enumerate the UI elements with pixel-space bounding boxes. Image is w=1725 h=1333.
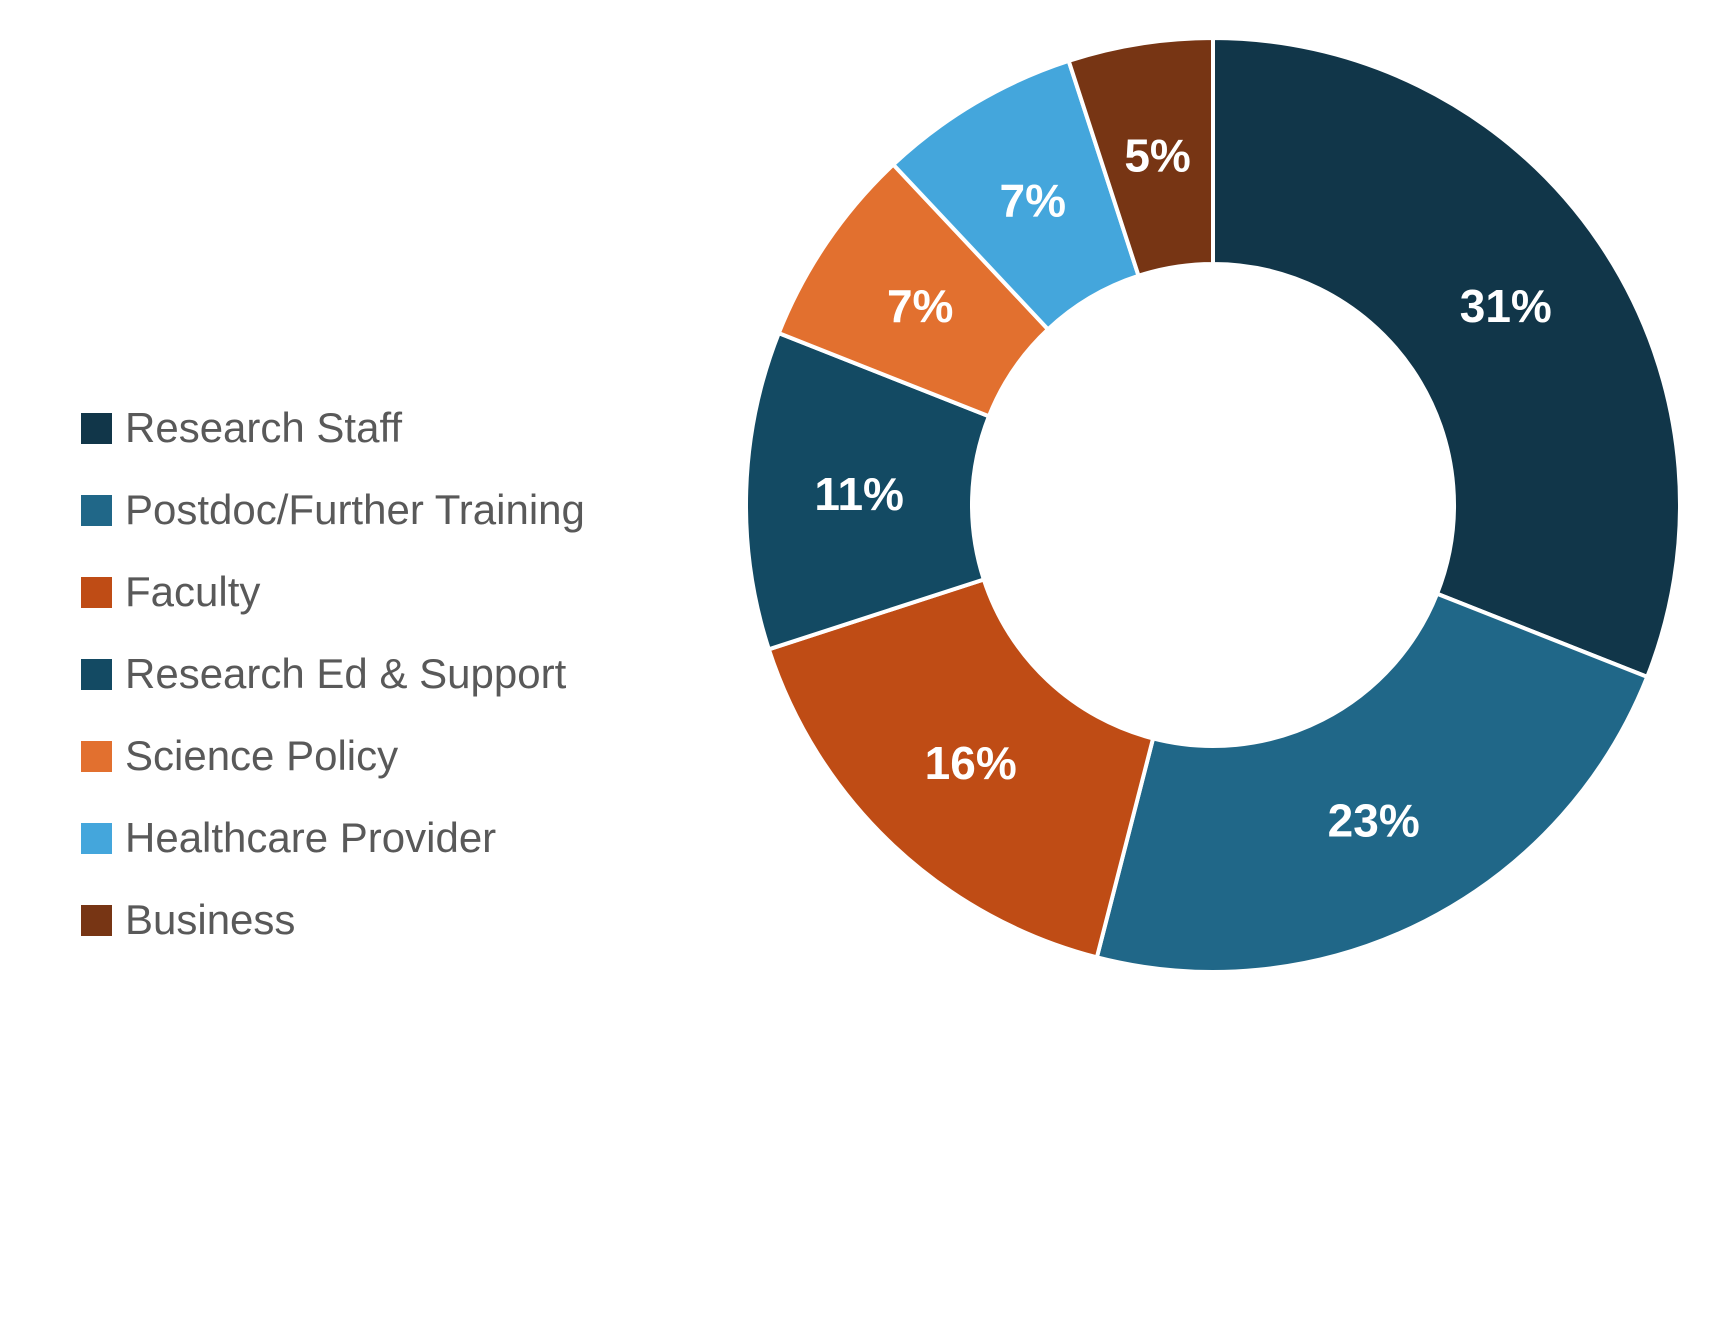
legend-label: Research Staff — [125, 404, 403, 451]
legend-item-science-policy: Science Policy — [81, 715, 585, 797]
data-label-postdoc-further-training: 23% — [1328, 794, 1420, 846]
donut-slice-research-staff — [1211, 36, 1682, 679]
legend-label: Business — [125, 896, 296, 943]
legend-swatch-research-staff — [81, 412, 112, 444]
legend-item-research-staff: Research Staff — [81, 387, 585, 469]
legend-item-healthcare-provider: Healthcare Provider — [81, 797, 585, 879]
legend-swatch-research-ed-support — [81, 658, 112, 690]
legend-swatch-healthcare-provider — [81, 822, 112, 854]
data-label-science-policy: 7% — [887, 280, 953, 332]
donut-slice-research-ed-support — [744, 331, 991, 652]
data-label-research-staff: 31% — [1460, 280, 1552, 332]
donut-slice-postdoc-further-training — [1094, 591, 1650, 974]
donut-slice-faculty — [766, 577, 1156, 960]
legend-label: Healthcare Provider — [125, 814, 497, 861]
data-label-business: 5% — [1124, 129, 1190, 181]
data-label-healthcare-provider: 7% — [1000, 174, 1066, 226]
legend-item-postdoc-further-training: Postdoc/Further Training — [81, 469, 585, 551]
donut-slice-business — [1066, 36, 1215, 278]
legend-swatch-postdoc-further-training — [81, 494, 112, 526]
legend-item-business: Business — [81, 879, 585, 961]
donut-chart: 31% 23% 16% 11% 7% 7% 5% — [744, 36, 1682, 974]
chart-legend: Research Staff Postdoc/Further Training Fa… — [81, 387, 585, 961]
legend-item-research-ed-support: Research Ed & Support — [81, 633, 585, 715]
legend-label: Postdoc/Further Training — [125, 486, 585, 533]
data-label-faculty: 16% — [925, 737, 1017, 789]
legend-label: Faculty — [125, 568, 261, 615]
legend-swatch-faculty — [81, 576, 112, 608]
legend-item-faculty: Faculty — [81, 551, 585, 633]
legend-label: Research Ed & Support — [125, 650, 567, 697]
legend-label: Science Policy — [125, 732, 399, 779]
legend-swatch-business — [81, 904, 112, 936]
data-label-research-ed-support: 11% — [814, 468, 904, 520]
legend-swatch-science-policy — [81, 740, 112, 772]
